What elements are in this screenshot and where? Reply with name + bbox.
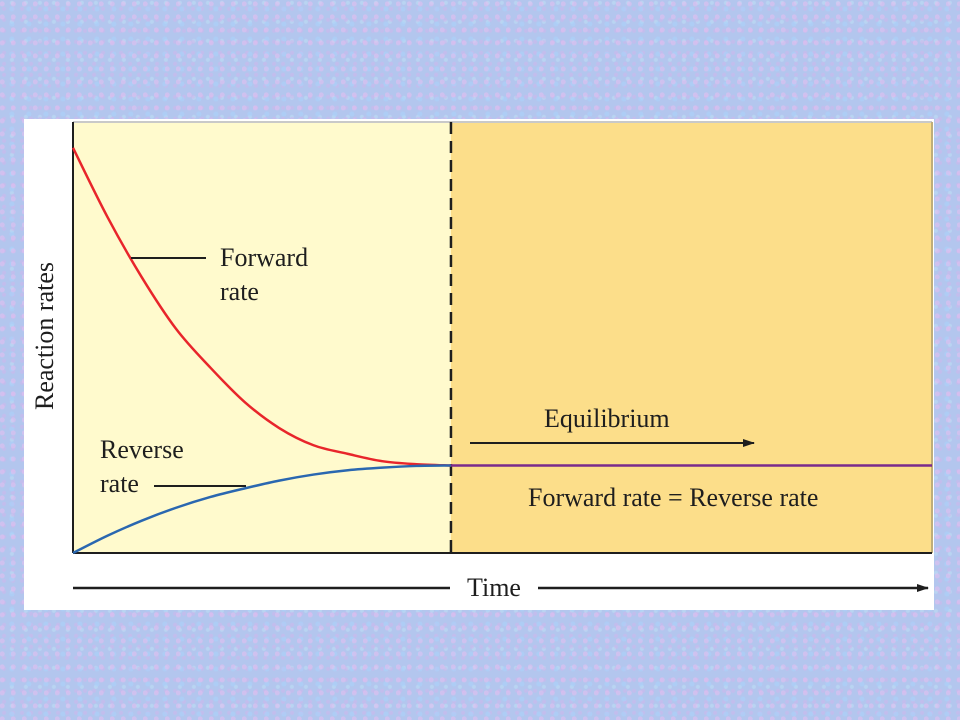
equal-rates-label: Forward rate = Reverse rate (528, 483, 818, 512)
equilibrium-label: Equilibrium (544, 404, 670, 433)
reverse-rate-label-line2: rate (100, 469, 139, 498)
y-axis-label: Reaction rates (30, 262, 59, 410)
figure-panel: Reaction rates Time Forward rate Reverse… (24, 119, 934, 610)
pre-equilibrium-region (73, 122, 451, 553)
forward-rate-label-line2: rate (220, 277, 259, 306)
reverse-rate-label-line1: Reverse (100, 435, 184, 464)
reverse-rate-curve (72, 464, 451, 555)
forward-rate-label-line1: Forward (220, 243, 308, 272)
x-axis-label: Time (467, 573, 521, 602)
equilibrium-region (450, 122, 932, 553)
reaction-rate-chart: Reaction rates Time Forward rate Reverse… (30, 121, 933, 602)
forward-rate-curve (71, 147, 452, 467)
